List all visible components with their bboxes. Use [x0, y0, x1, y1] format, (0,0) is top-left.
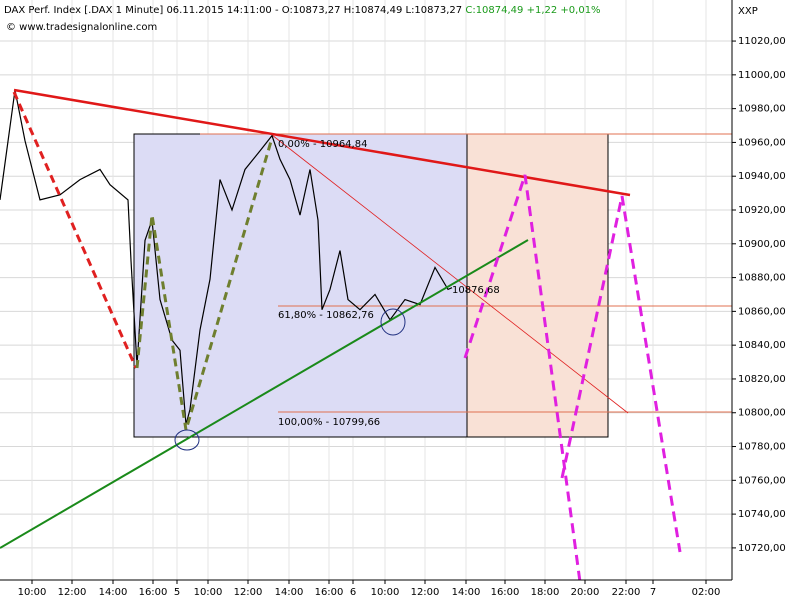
x-tick-label: 02:00 [692, 587, 721, 598]
plot [0, 89, 453, 425]
y-tick-label: 10800,00 [738, 408, 786, 419]
trend-line [271, 134, 629, 414]
chart-title: DAX Perf. Index [.DAX 1 Minute] 06.11.20… [4, 5, 601, 16]
x-tick-label: 12:00 [58, 587, 87, 598]
title-change: C:10874,49 +1,22 +0,01% [465, 5, 600, 16]
projection-path [560, 195, 682, 553]
marker-ellipse [174, 429, 200, 451]
axes: 10720,00 10740,00 10760,00 10780,00 10800,00… [18, 36, 786, 598]
fib-label: 100,00% - 10799,66 [278, 417, 380, 428]
y-tick-label: 10820,00 [738, 374, 786, 385]
y-tick-label: 10860,00 [738, 306, 786, 317]
marker-ellipse [380, 308, 406, 336]
axis-panel [732, 0, 800, 600]
projection-box [466, 133, 609, 438]
x-tick-label: 7 [650, 587, 656, 598]
y-tick-label: 11020,00 [738, 36, 786, 47]
y-tick-label: 10740,00 [738, 509, 786, 520]
x-tick-label: 16:00 [491, 587, 520, 598]
x-tick-label: 16:00 [315, 587, 344, 598]
fib-label: 0,00% - 10964,84 [278, 139, 367, 150]
y-tick-label: 10780,00 [738, 442, 786, 453]
x-tick-label: 12:00 [411, 587, 440, 598]
y-tick-label: 10880,00 [738, 273, 786, 284]
fib-label: 61,80% - 10862,76 [278, 310, 374, 321]
y-tick-label: 10920,00 [738, 205, 786, 216]
x-tick-label: 6 [350, 587, 356, 598]
projection-path [463, 174, 582, 583]
x-tick-label: 10:00 [194, 587, 223, 598]
x-tick-label: 5 [174, 587, 180, 598]
title-text: DAX Perf. Index [.DAX 1 Minute] 06.11.20… [4, 5, 462, 16]
price-label: 10876,68 [452, 285, 500, 296]
y-tick-label: 10720,00 [738, 543, 786, 554]
resistance-line [13, 88, 631, 197]
y-tick-label: 10960,00 [738, 137, 786, 148]
axis-panel [0, 580, 732, 600]
y-tick-label: 10900,00 [738, 239, 786, 250]
price-line [0, 89, 453, 425]
x-tick-label: 14:00 [275, 587, 304, 598]
y-axis-label: XXP [738, 6, 758, 17]
x-tick-label: 14:00 [452, 587, 481, 598]
x-tick-label: 10:00 [371, 587, 400, 598]
dashed-path [12, 91, 138, 369]
dashed-path [135, 137, 274, 431]
y-tick-label: 10840,00 [738, 340, 786, 351]
y-tick-label: 10760,00 [738, 475, 786, 486]
x-tick-label: 18:00 [531, 587, 560, 598]
x-tick-label: 22:00 [612, 587, 641, 598]
x-tick-label: 10:00 [18, 587, 47, 598]
support-line [0, 239, 529, 549]
y-tick-label: 11000,00 [738, 70, 786, 81]
source: © www.tradesignalonline.com [6, 22, 157, 33]
x-tick-label: 20:00 [571, 587, 600, 598]
y-tick-label: 10980,00 [738, 104, 786, 115]
x-tick-label: 14:00 [99, 587, 128, 598]
x-tick-label: 16:00 [139, 587, 168, 598]
range-box [133, 133, 468, 438]
x-tick-label: 12:00 [234, 587, 263, 598]
y-tick-label: 10940,00 [738, 171, 786, 182]
